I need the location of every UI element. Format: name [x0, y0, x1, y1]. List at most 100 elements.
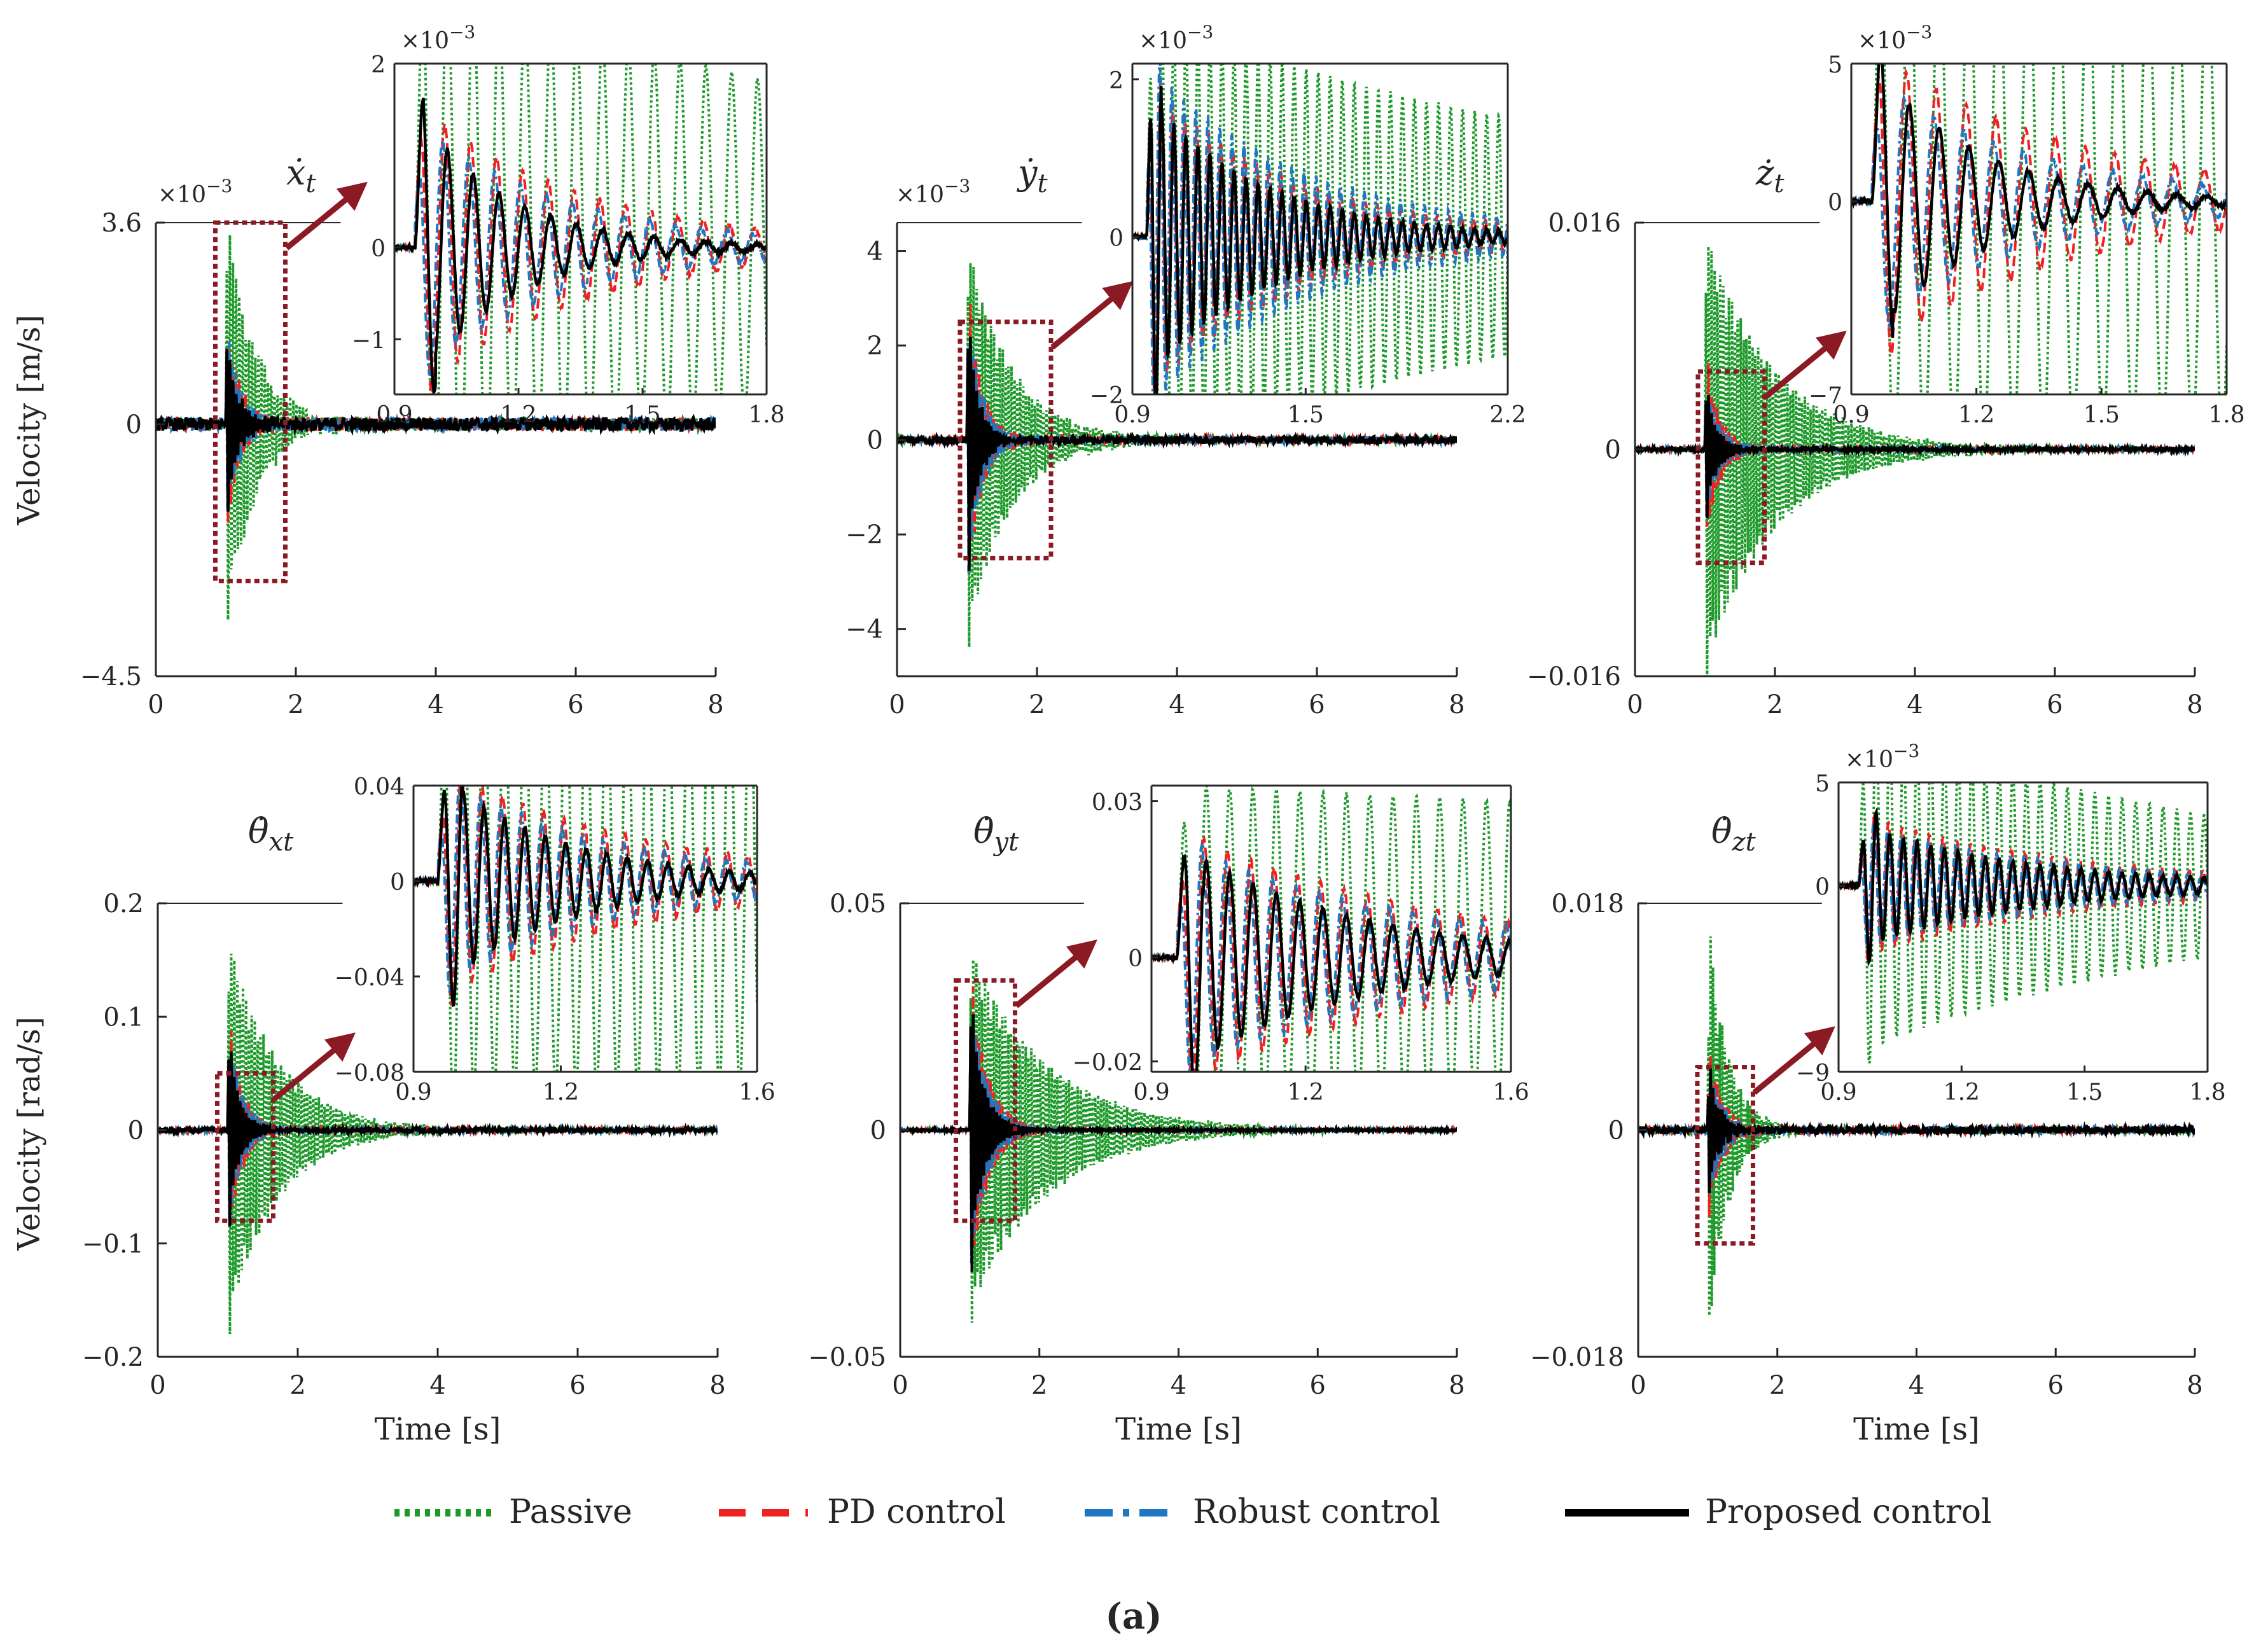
panel-zt-inset-series-passive [1851, 64, 2227, 394]
panel-xt-xtick-label: 0 [148, 690, 163, 719]
panel-thyt-ytick-label: 0 [870, 1116, 886, 1146]
panel-yt-zoom-arrow [1050, 281, 1134, 350]
panel-xt-exponent-label: ×10−3 [158, 176, 232, 208]
panel-zt-xtick-label: 4 [1907, 690, 1923, 719]
panel-xt-xtick-label: 8 [707, 690, 723, 719]
panel-thzt-inset-xtick-label: 1.8 [2189, 1079, 2225, 1106]
panel-thzt-inset-ytick-label: 5 [1815, 771, 1830, 797]
panel-xt-inset: 0.9 1.2 1.5 1.8 −1 0 2 ×10−3 [352, 22, 785, 428]
panel-thzt-inset-ytick-label: 0 [1815, 875, 1830, 901]
panel-yt-inset-series-proposed [1132, 86, 1508, 394]
panel-thyt-inset-ytick-label: −0.02 [1073, 1050, 1143, 1076]
panel-thyt-ytick-label: −0.05 [808, 1343, 886, 1372]
panel-thxt-xtick-label: 6 [569, 1371, 585, 1400]
panel-xt-inset-series-robust [394, 140, 767, 377]
panel-yt-inset-ytick-label: 0 [1109, 225, 1124, 251]
panel-yt-xtick-label: 8 [1449, 690, 1464, 719]
panel-thxt-xtick-label: 2 [289, 1371, 305, 1400]
panel-yt-ytick-label: 0 [867, 426, 883, 455]
panel-thyt-title: θ̇yt [973, 811, 1019, 857]
panel-thzt-xtick-label: 6 [2048, 1371, 2064, 1400]
panel-zt-zoom-box [1695, 369, 1767, 566]
panel-thzt-ytick-label: −0.018 [1530, 1343, 1624, 1372]
panel-thzt-inset-xtick-label: 1.2 [1944, 1079, 1980, 1106]
panel-zt-ytick-label: 0.016 [1548, 209, 1621, 238]
panel-thyt-inset-ytick-label: 0 [1128, 946, 1143, 972]
panel-xt-inset-ytick-label: 2 [371, 52, 386, 78]
panel-thzt-ytick-label: 0.018 [1551, 889, 1624, 919]
panel-thxt-inset-ytick-label: 0 [390, 870, 405, 896]
panel-thzt-inset-xtick-label: 1.5 [2066, 1079, 2103, 1106]
panel-zt-inset-xtick-label: 1.5 [2084, 402, 2120, 428]
panel-xt-ytick-label: −4.5 [80, 662, 142, 691]
panel-zt-ytick-label: −0.016 [1527, 662, 1621, 691]
panel-xt-inset-xtick-label: 1.8 [748, 402, 784, 428]
panel-zt-series-proposed [1635, 395, 2195, 518]
panel-yt-ytick-label: 2 [867, 331, 883, 361]
legend-label-proposed: Proposed control [1705, 1493, 1992, 1531]
panel-thxt-xtick-label: 8 [709, 1371, 725, 1400]
panel-thxt-zoom-box [215, 1071, 275, 1223]
panel-thzt-inset-series-robust [1839, 818, 2208, 951]
panel-thyt-inset-ytick-label: 0.03 [1092, 790, 1143, 816]
panel-zt-inset-series-pd [1851, 67, 2227, 356]
panel-thyt-xtick-label: 4 [1171, 1371, 1186, 1400]
panel-zt-inset-ytick-label: 5 [1828, 52, 1842, 78]
panel-xt-title: ẋt [286, 153, 316, 198]
panel-xt-xtick-label: 2 [288, 690, 303, 719]
legend-label-robust: Robust control [1193, 1493, 1440, 1531]
panel-thxt-zoom-arrow [272, 1032, 356, 1101]
panel-thxt-inset: 0.9 1.2 1.6 −0.08 −0.04 0 0.04 [335, 774, 776, 1106]
panel-xt-ytick-label: 3.6 [101, 209, 142, 238]
panel-zt-inset-series-robust [1851, 93, 2227, 328]
panel-zt-xtick-label: 2 [1767, 690, 1783, 719]
panel-zt-inset-exponent-label: ×10−3 [1858, 22, 1932, 54]
panel-yt-inset-xtick-label: 2.2 [1489, 402, 1526, 428]
panel-xt-inset-series-proposed [394, 97, 767, 394]
legend-label-passive: Passive [509, 1493, 632, 1531]
figure-caption: (a) [1105, 1595, 1162, 1637]
panel-zt-inset-series-proposed [1851, 64, 2227, 338]
panel-thzt-inset-ytick-label: −9 [1796, 1060, 1830, 1086]
panel-thxt-xtick-label: 4 [429, 1371, 445, 1400]
panel-yt-title: ẏt [1017, 153, 1048, 198]
panel-thxt-ytick-label: 0.2 [103, 889, 144, 919]
panel-yt-inset-series-robust [1132, 64, 1508, 394]
panel-thxt-series-proposed [158, 1051, 718, 1227]
panel-xt-ytick-label: 0 [126, 410, 142, 440]
panel-thxt: 0 2 4 6 8 −0.2 −0.1 0 0.1 0.2 θ̇xt Time [s] 0.9 1.2 1.… [82, 774, 776, 1447]
panel-thyt-inset: 0.9 1.2 1.6 −0.02 0 0.03 [1073, 784, 1529, 1106]
panel-thxt-inset-series-passive [414, 786, 757, 1072]
panel-yt-exponent-label: ×10−3 [896, 176, 970, 208]
panel-yt-zoom-box [957, 319, 1054, 560]
panel-thzt-ytick-label: 0 [1608, 1116, 1624, 1146]
panel-thxt-inset-xtick-label: 0.9 [395, 1079, 431, 1106]
panel-thyt-zoom-arrow [1014, 939, 1097, 1008]
ylabel-row-2: Velocity [rad/s] [11, 1017, 47, 1251]
panel-xt-xtick-label: 4 [428, 690, 443, 719]
panel-thzt-inset: 0.9 1.2 1.5 1.8 −9 0 5 ×10−3 [1796, 740, 2226, 1106]
panel-zt-inset-xtick-label: 1.8 [2208, 402, 2244, 428]
panel-thxt-xtick-label: 0 [150, 1371, 165, 1400]
panel-yt-inset-ytick-label: 2 [1109, 68, 1124, 94]
panel-xt-inset-xtick-label: 0.9 [376, 402, 412, 428]
panel-thzt-xtick-label: 4 [1909, 1371, 1924, 1400]
panel-yt-xtick-label: 0 [889, 690, 905, 719]
panel-yt-series-proposed [897, 337, 1457, 571]
panel-yt-xtick-label: 2 [1029, 690, 1045, 719]
panel-xt-inset-exponent-label: ×10−3 [401, 22, 475, 54]
panel-thzt-inset-exponent-label: ×10−3 [1845, 740, 1919, 773]
panel-yt-ytick-label: −2 [845, 520, 883, 550]
panel-xt-inset-ytick-label: 0 [371, 236, 386, 262]
panel-yt-inset-ytick-label: −2 [1090, 383, 1124, 409]
panel-xt-inset-xtick-label: 1.2 [500, 402, 536, 428]
panel-thyt-zoom-box [954, 978, 1017, 1223]
panel-zt-inset: 0.9 1.2 1.5 1.8 −7 0 5 ×10−3 [1809, 22, 2245, 428]
panel-thzt-xtick-label: 0 [1630, 1371, 1646, 1400]
panel-thyt-inset-xtick-label: 1.6 [1492, 1079, 1529, 1106]
panel-zt-inset-xtick-label: 1.2 [1958, 402, 1994, 428]
panel-thxt-inset-xtick-label: 1.2 [543, 1079, 579, 1106]
